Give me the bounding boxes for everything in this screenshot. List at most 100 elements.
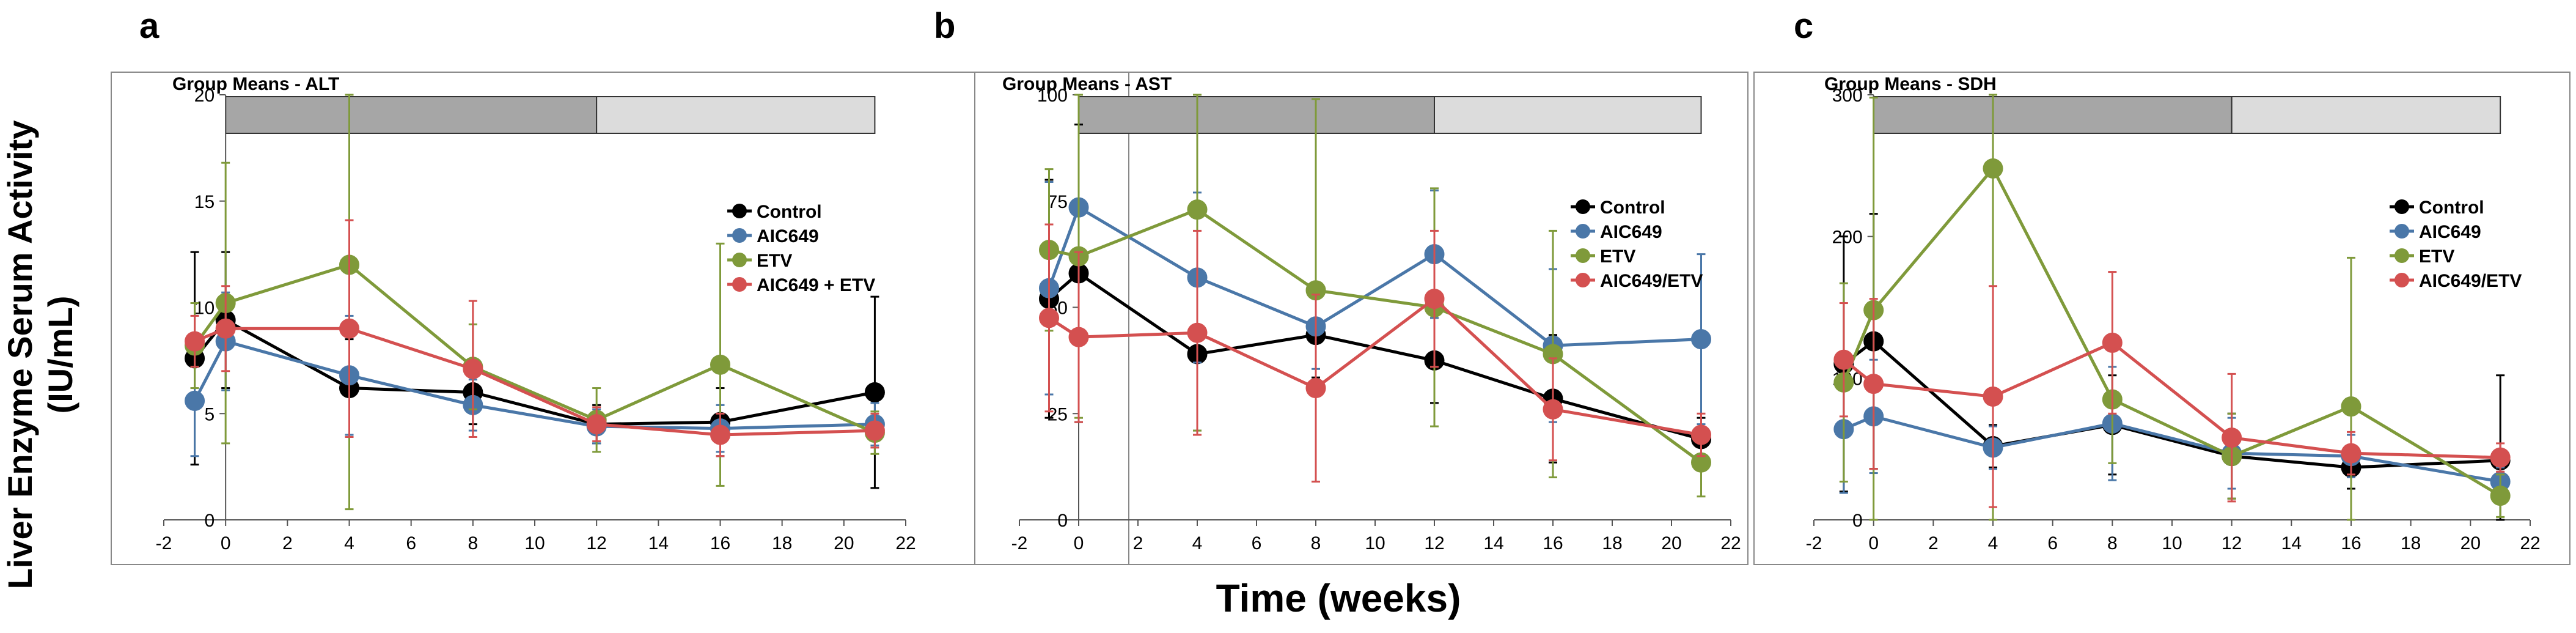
x-tick-label: 12 bbox=[2222, 533, 2242, 553]
legend-marker bbox=[732, 253, 747, 267]
series-line bbox=[1843, 339, 2501, 469]
y-tick-label: 300 bbox=[1832, 86, 1863, 106]
legend-label: ETV bbox=[1600, 246, 1635, 267]
x-tick-label: 2 bbox=[282, 533, 293, 553]
x-tick-label: -2 bbox=[1806, 533, 1822, 553]
legend-marker bbox=[732, 228, 747, 243]
data-point bbox=[2490, 447, 2511, 468]
x-tick-label: 22 bbox=[2520, 533, 2540, 553]
y-tick-label: 25 bbox=[1048, 404, 1068, 424]
x-tick-label: 6 bbox=[2047, 533, 2058, 553]
legend-item: AIC649 bbox=[2390, 222, 2481, 242]
legend-item: AIC649 bbox=[1571, 222, 1662, 242]
x-tick-label: 8 bbox=[1311, 533, 1321, 553]
panel-b-frame bbox=[974, 72, 1749, 565]
y-tick-label: 20 bbox=[194, 86, 215, 106]
legend-item: ETV bbox=[727, 251, 792, 271]
legend-marker bbox=[1576, 224, 1590, 239]
series-control bbox=[1833, 213, 2511, 521]
x-tick-label: 20 bbox=[834, 533, 854, 553]
x-tick-label: -2 bbox=[1011, 533, 1028, 553]
data-point bbox=[185, 331, 205, 352]
series-aic649-etv bbox=[1039, 223, 1711, 483]
legend-label: AIC649 bbox=[757, 226, 819, 246]
data-point bbox=[1187, 322, 1208, 343]
x-tick-label: 20 bbox=[2460, 533, 2481, 553]
panel-b-letter: b bbox=[934, 6, 955, 46]
legend-item: Control bbox=[1571, 198, 1665, 218]
panel-c-letter: c bbox=[1794, 6, 1813, 46]
x-tick-label: 14 bbox=[1483, 533, 1503, 553]
x-tick-label: 14 bbox=[648, 533, 669, 553]
data-point bbox=[710, 354, 730, 375]
data-point bbox=[1039, 308, 1059, 328]
legend-marker bbox=[1576, 248, 1590, 263]
series-control bbox=[1039, 124, 1711, 464]
x-tick-label: 6 bbox=[1252, 533, 1262, 553]
data-point bbox=[1068, 327, 1089, 347]
panel-a-plot: -2 0 2 4 6 8 10 12 14 16 18 20 2205101520ControlAIC6… bbox=[156, 86, 916, 553]
y-axis-title-line1: Liver Enzyme Serum Activity bbox=[1, 120, 39, 590]
x-tick-label: 0 bbox=[1868, 533, 1879, 553]
x-tick-label: 16 bbox=[1543, 533, 1563, 553]
panel-c-plot: -202468101214161820220100200300ControlAI… bbox=[1806, 86, 2541, 553]
x-tick-label: 16 bbox=[2341, 533, 2361, 553]
panel-a-frame bbox=[111, 72, 1129, 565]
legend-marker bbox=[732, 277, 747, 292]
legend-item: AIC649/ETV bbox=[1571, 271, 1703, 291]
y-tick-label: 0 bbox=[204, 511, 215, 531]
panel-c: c Group Means - SDH -2 0 2 4 6 8 10 12 14 16 18 20 2… bbox=[1753, 6, 2570, 565]
panel-b: b Group Means - AST -2 0 2 4 6 8 10 12 14 16 18 20 2… bbox=[934, 6, 1749, 565]
x-tick-label: -2 bbox=[156, 533, 172, 553]
data-point bbox=[215, 318, 236, 339]
y-tick-label: 5 bbox=[204, 404, 215, 424]
x-tick-label: 18 bbox=[772, 533, 792, 553]
x-tick-label: 8 bbox=[2107, 533, 2118, 553]
series-etv bbox=[1039, 94, 1711, 498]
x-tick-label: 10 bbox=[1365, 533, 1385, 553]
y-tick-label: 75 bbox=[1048, 192, 1068, 212]
x-tick-label: 10 bbox=[524, 533, 545, 553]
data-point bbox=[1424, 289, 1445, 309]
legend-item: ETV bbox=[2390, 246, 2454, 267]
legend-label: AIC649/ETV bbox=[2419, 271, 2522, 291]
treatment-bar-dark bbox=[1873, 96, 2233, 134]
x-tick-label: 4 bbox=[1988, 533, 1998, 553]
x-tick-label: 22 bbox=[1720, 533, 1741, 553]
data-point bbox=[1983, 158, 2003, 179]
data-point bbox=[185, 390, 205, 411]
series-etv bbox=[185, 94, 885, 511]
data-point bbox=[2341, 443, 2361, 464]
x-tick-label: 12 bbox=[586, 533, 606, 553]
y-tick-label: 0 bbox=[1057, 511, 1068, 531]
legend-item: AIC649 bbox=[727, 226, 819, 246]
treatment-bar-dark bbox=[1078, 96, 1435, 134]
y-tick-label: 15 bbox=[194, 192, 215, 212]
x-tick-label: 18 bbox=[1602, 533, 1622, 553]
panel-a: a Group Means - ALT -2 0 2 4 6 8 10 12 14 16 18 20 2… bbox=[111, 6, 1129, 565]
panel-a-letter: a bbox=[139, 6, 160, 46]
x-tick-label: 0 bbox=[1074, 533, 1084, 553]
legend-item: AIC649/ETV bbox=[2390, 271, 2522, 291]
legend-label: Control bbox=[1600, 198, 1665, 218]
legend-item: Control bbox=[2390, 198, 2484, 218]
legend-label: AIC649 bbox=[1600, 222, 1662, 242]
data-point bbox=[1543, 399, 1563, 420]
x-tick-label: 0 bbox=[221, 533, 231, 553]
legend-marker bbox=[2394, 273, 2409, 287]
treatment-bar-dark bbox=[225, 96, 598, 134]
legend-marker bbox=[2394, 199, 2409, 214]
data-point bbox=[463, 358, 483, 379]
data-point bbox=[1691, 329, 1711, 350]
legend-label: Control bbox=[757, 202, 822, 222]
treatment-bar-light bbox=[596, 96, 876, 134]
x-tick-label: 12 bbox=[1424, 533, 1444, 553]
data-point bbox=[339, 318, 359, 339]
data-point bbox=[1187, 199, 1208, 220]
x-tick-label: 22 bbox=[895, 533, 916, 553]
data-point bbox=[1983, 386, 2003, 407]
treatment-bar-light bbox=[2231, 96, 2501, 134]
series-aic649-etv bbox=[1833, 271, 2511, 508]
data-point bbox=[864, 382, 885, 402]
